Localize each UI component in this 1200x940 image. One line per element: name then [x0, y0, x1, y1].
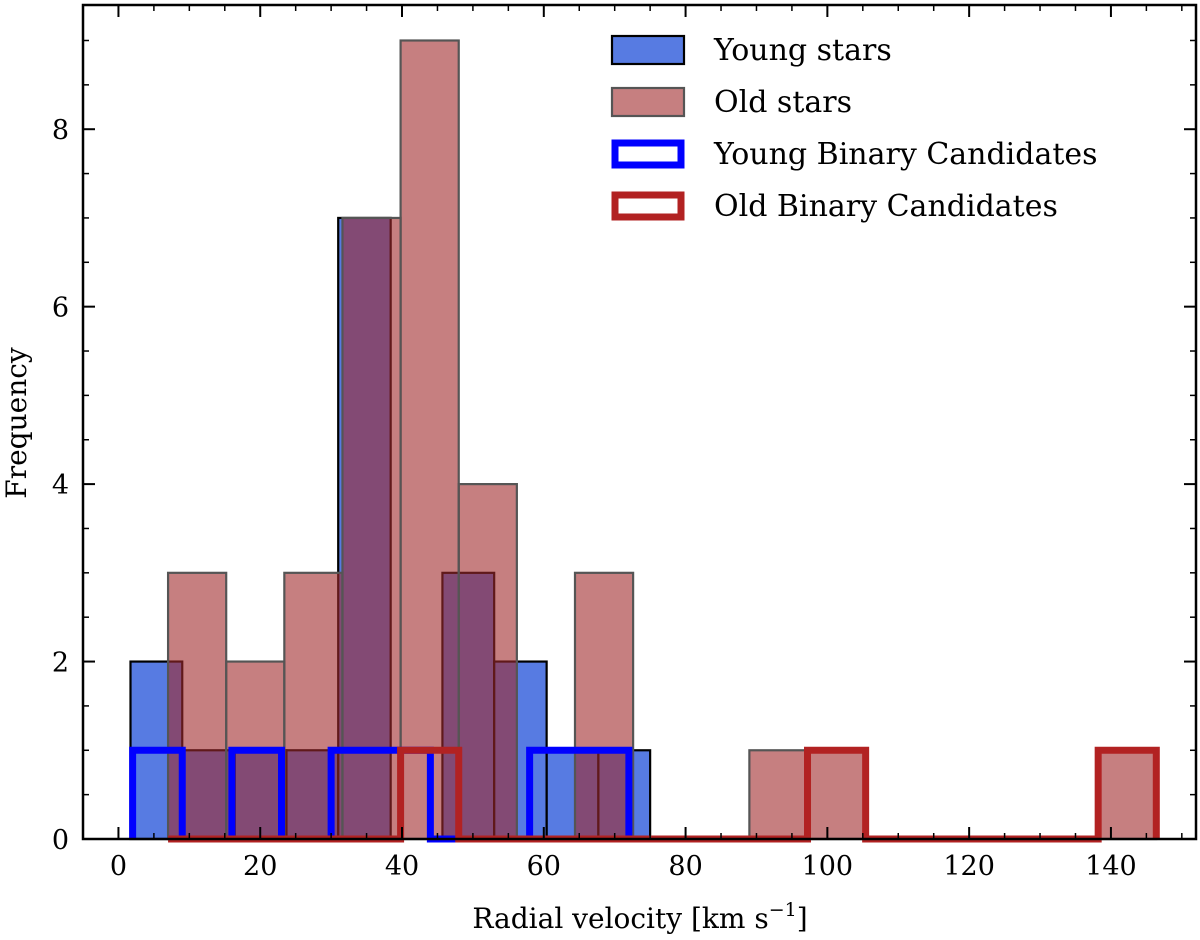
bar-old-stars-10	[748, 749, 809, 841]
x-tick-label: 120	[943, 851, 995, 882]
y-tick-label: 6	[52, 293, 69, 324]
legend-swatch-young-binary-candidates	[611, 139, 685, 169]
y-tick-label: 2	[52, 648, 69, 679]
y-tick-label: 0	[52, 825, 69, 856]
x-tick-label: 80	[668, 851, 702, 882]
bar-old-stars-0	[166, 571, 228, 841]
x-tick-label: 100	[802, 851, 854, 882]
x-axis-label: Radial velocity [km s−1]	[472, 899, 807, 935]
x-tick-label: 20	[243, 851, 277, 882]
bar-old-stars-3	[341, 216, 402, 841]
legend-label-old-stars: Old stars	[714, 85, 852, 120]
legend-swatch-old-stars	[610, 86, 686, 118]
legend-label-young-binary-candidates: Young Binary Candidates	[713, 137, 1098, 172]
bar-old-stars-16	[1097, 749, 1158, 841]
bar-old-stars-11	[806, 749, 867, 841]
x-axis-label-end: ]	[797, 902, 808, 935]
bar-old-stars-7	[573, 571, 635, 841]
x-tick-label: 60	[527, 851, 561, 882]
axes-layer: 0 20 40 60 80 100 120 140 0 2 4 6 8	[52, 3, 1198, 882]
legend-swatch-old-binary-candidates	[611, 191, 685, 221]
x-axis-label-superscript: −1	[769, 899, 797, 921]
y-axis-label: Frequency	[0, 347, 33, 499]
x-axis-label-main: Radial velocity [km s	[472, 902, 768, 935]
y-tick-label: 4	[52, 470, 69, 501]
y-tick-label: 8	[52, 115, 69, 146]
legend: Young stars Old stars Young Binary Candida…	[610, 33, 1098, 224]
legend-label-young-stars: Young stars	[713, 33, 892, 68]
legend-label-old-binary-candidates: Old Binary Candidates	[714, 189, 1058, 224]
x-tick-label: 140	[1085, 851, 1137, 882]
plot-frame	[81, 3, 1198, 841]
bar-old-stars-4	[399, 39, 460, 841]
legend-swatch-young-stars	[610, 34, 686, 66]
bar-old-stars-5	[457, 483, 518, 841]
x-tick-label: 40	[385, 851, 419, 882]
x-tick-label: 0	[110, 851, 127, 882]
